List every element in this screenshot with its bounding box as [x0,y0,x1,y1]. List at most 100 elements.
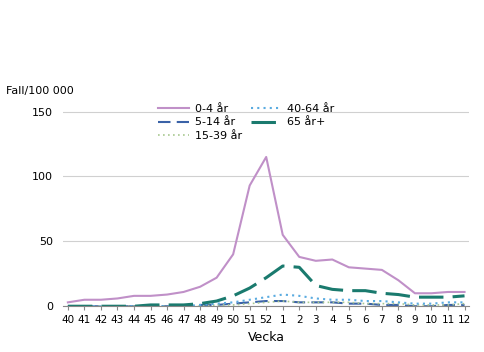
65 år+ [280,264,286,268]
15-39 år [346,300,352,304]
0-4 år [428,291,434,295]
5-14 år [296,300,302,304]
5-14 år [81,304,87,308]
40-64 år [263,295,269,299]
40-64 år [428,302,434,306]
65 år+ [81,304,87,308]
65 år+ [148,303,153,307]
5-14 år [280,299,286,303]
65 år+ [313,283,318,288]
65 år+ [214,299,220,303]
5-14 år [131,304,137,308]
5-14 år [247,300,253,304]
40-64 år [164,304,170,308]
5-14 år [148,304,153,308]
0-4 år [214,276,220,280]
65 år+ [115,304,121,308]
0-4 år [395,278,401,282]
5-14 år [214,303,220,307]
5-14 år [164,304,170,308]
Line: 5-14 år: 5-14 år [68,301,465,306]
40-64 år [181,304,186,308]
Text: Fall/100 000: Fall/100 000 [6,87,74,96]
15-39 år [445,303,451,307]
15-39 år [313,300,318,304]
15-39 år [296,300,302,304]
15-39 år [280,299,286,303]
15-39 år [148,304,153,308]
15-39 år [412,303,418,307]
5-14 år [445,303,451,307]
5-14 år [330,300,335,304]
15-39 år [131,304,137,308]
40-64 år [98,304,104,308]
40-64 år [412,302,418,306]
40-64 år [197,303,203,307]
15-39 år [164,304,170,308]
0-4 år [313,259,318,263]
15-39 år [247,302,253,306]
15-39 år [330,300,335,304]
5-14 år [313,300,318,304]
65 år+ [98,304,104,308]
40-64 år [363,299,368,303]
0-4 år [296,255,302,259]
40-64 år [346,298,352,302]
5-14 år [230,302,236,306]
0-4 år [346,265,352,269]
0-4 år [445,290,451,294]
15-39 år [115,304,121,308]
Line: 0-4 år: 0-4 år [68,157,465,302]
40-64 år [81,304,87,308]
0-4 år [330,257,335,262]
5-14 år [395,303,401,307]
40-64 år [395,300,401,304]
40-64 år [65,304,71,308]
15-39 år [263,300,269,304]
15-39 år [214,303,220,307]
0-4 år [412,291,418,295]
5-14 år [428,304,434,308]
0-4 år [363,266,368,271]
0-4 år [98,298,104,302]
5-14 år [65,304,71,308]
0-4 år [81,298,87,302]
40-64 år [280,293,286,297]
0-4 år [230,252,236,256]
40-64 år [462,300,468,304]
65 år+ [65,304,71,308]
65 år+ [395,293,401,297]
65 år+ [164,303,170,307]
15-39 år [181,304,186,308]
5-14 år [462,303,468,307]
0-4 år [197,285,203,289]
0-4 år [280,233,286,237]
15-39 år [65,304,71,308]
15-39 år [230,303,236,307]
5-14 år [412,304,418,308]
40-64 år [247,298,253,302]
5-14 år [346,302,352,306]
40-64 år [131,304,137,308]
0-4 år [65,300,71,304]
40-64 år [313,296,318,301]
5-14 år [197,303,203,307]
5-14 år [115,304,121,308]
5-14 år [379,303,385,307]
65 år+ [445,295,451,299]
65 år+ [346,289,352,293]
0-4 år [462,290,468,294]
65 år+ [181,303,186,307]
15-39 år [428,303,434,307]
15-39 år [81,304,87,308]
65 år+ [197,302,203,306]
Line: 40-64 år: 40-64 år [68,295,465,306]
15-39 år [395,302,401,306]
40-64 år [214,302,220,306]
65 år+ [263,276,269,280]
5-14 år [98,304,104,308]
0-4 år [379,268,385,272]
X-axis label: Vecka: Vecka [248,331,285,344]
15-39 år [462,302,468,306]
Legend: 0-4 år, 5-14 år, 15-39 år, 40-64 år, 65 år+, : 0-4 år, 5-14 år, 15-39 år, 40-64 år, 65 … [158,104,334,141]
